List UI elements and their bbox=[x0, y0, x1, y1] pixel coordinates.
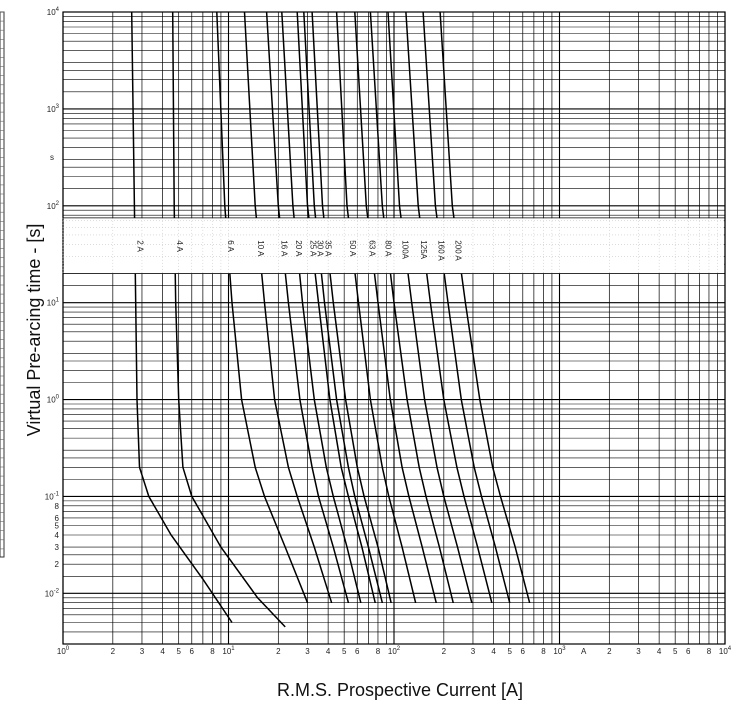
y-tick-label: 6 bbox=[55, 514, 60, 523]
y-tick-label: 10-2 bbox=[45, 588, 60, 598]
x-tick-label: 4 bbox=[160, 647, 165, 656]
curve-label-2a: 2 A bbox=[135, 240, 144, 252]
x-tick-label: 6 bbox=[355, 647, 360, 656]
curve-label-200a: 200 A bbox=[453, 240, 462, 261]
y-tick-label: 8 bbox=[55, 502, 60, 511]
x-tick-label: 100 bbox=[57, 646, 70, 656]
y-tick-label: 100 bbox=[47, 395, 60, 405]
x-tick-label: 8 bbox=[376, 647, 381, 656]
y-tick-label: 102 bbox=[47, 201, 60, 211]
y-tick-label: 103 bbox=[47, 104, 60, 114]
y-tick-label: 2 bbox=[55, 560, 60, 569]
curve-label-80a: 80 A bbox=[383, 240, 392, 257]
x-tick-label: 5 bbox=[507, 647, 512, 656]
x-tick-label: 5 bbox=[176, 647, 181, 656]
label-band bbox=[62, 217, 725, 274]
plot-frame bbox=[62, 11, 726, 645]
x-tick-label: 5 bbox=[342, 647, 347, 656]
y-tick-label: 4 bbox=[55, 531, 60, 540]
y-tick-label: 5 bbox=[55, 522, 60, 531]
curve-label-20a: 20 A bbox=[294, 240, 303, 257]
curve-label-25a: 25 A bbox=[309, 240, 318, 257]
x-tick-label: 2 bbox=[442, 647, 447, 656]
curve-label-10a: 10 A bbox=[256, 240, 265, 257]
x-tick-label: 101 bbox=[222, 646, 235, 656]
x-tick-label: 104 bbox=[719, 646, 732, 656]
fuse-curves bbox=[130, 11, 531, 628]
y-unit-label: s bbox=[50, 153, 54, 162]
x-tick-label: 6 bbox=[521, 647, 526, 656]
x-tick-label: 3 bbox=[636, 647, 641, 656]
x-tick-label: 4 bbox=[657, 647, 662, 656]
x-tick-label: 3 bbox=[305, 647, 310, 656]
x-tick-label: 102 bbox=[388, 646, 401, 656]
y-tick-label: 10-1 bbox=[45, 491, 60, 501]
x-tick-label: 6 bbox=[190, 647, 195, 656]
curve-label-160a: 160 A bbox=[436, 240, 445, 261]
x-tick-label: 4 bbox=[326, 647, 331, 656]
x-tick-label: 5 bbox=[673, 647, 678, 656]
x-tick-label: 103 bbox=[553, 646, 566, 656]
x-tick-label: 2 bbox=[276, 647, 281, 656]
x-tick-label: 3 bbox=[471, 647, 476, 656]
curve-label-125a: 125A bbox=[419, 240, 428, 259]
curve-label-6a: 6 A bbox=[226, 240, 235, 252]
y-tick-label: 3 bbox=[55, 543, 60, 552]
x-tick-label: 6 bbox=[686, 647, 691, 656]
x-tick-label: 8 bbox=[541, 647, 546, 656]
curve-label-30a: 30 A bbox=[315, 240, 324, 257]
y-tick-label: 104 bbox=[47, 7, 60, 17]
curve-label-35a: 35 A bbox=[324, 240, 333, 257]
x-tick-label: 2 bbox=[607, 647, 612, 656]
curve-labels: 2 A 4 A 6 A 10 A 16 A 20 A 25 A30 A 35 A 50 A 63 … bbox=[135, 240, 462, 261]
x-tick-label: 8 bbox=[707, 647, 712, 656]
curve-label-63a: 63 A bbox=[367, 240, 376, 257]
curve-2a bbox=[130, 11, 233, 623]
curve-label-100a: 100A bbox=[401, 240, 410, 259]
curve-label-50a: 50 A bbox=[348, 240, 357, 257]
x-axis-title: R.M.S. Prospective Current [A] bbox=[277, 680, 523, 700]
x-unit-label: A bbox=[581, 647, 587, 656]
y-tick-label: 101 bbox=[47, 298, 60, 308]
y-tick-labels: 104 103 102 101 100 10-18 654 3 2 10-2 bbox=[45, 7, 60, 598]
left-edge-fragment bbox=[0, 11, 5, 558]
x-tick-label: 8 bbox=[210, 647, 215, 656]
x-tick-label: 2 bbox=[111, 647, 116, 656]
curve-label-16a: 16 A bbox=[279, 240, 288, 257]
x-tick-label: 4 bbox=[491, 647, 496, 656]
curve-label-4a: 4 A bbox=[175, 240, 184, 252]
x-tick-labels: 100 2 3 4 5 6 8 101 2 3 4 5 6 8 102 2 3 4 5 6 8 103 2 3 4 5 6 8 104 bbox=[57, 646, 732, 656]
x-tick-label: 3 bbox=[140, 647, 145, 656]
y-axis-title: Virtual Pre-arcing time - [s] bbox=[24, 224, 44, 437]
